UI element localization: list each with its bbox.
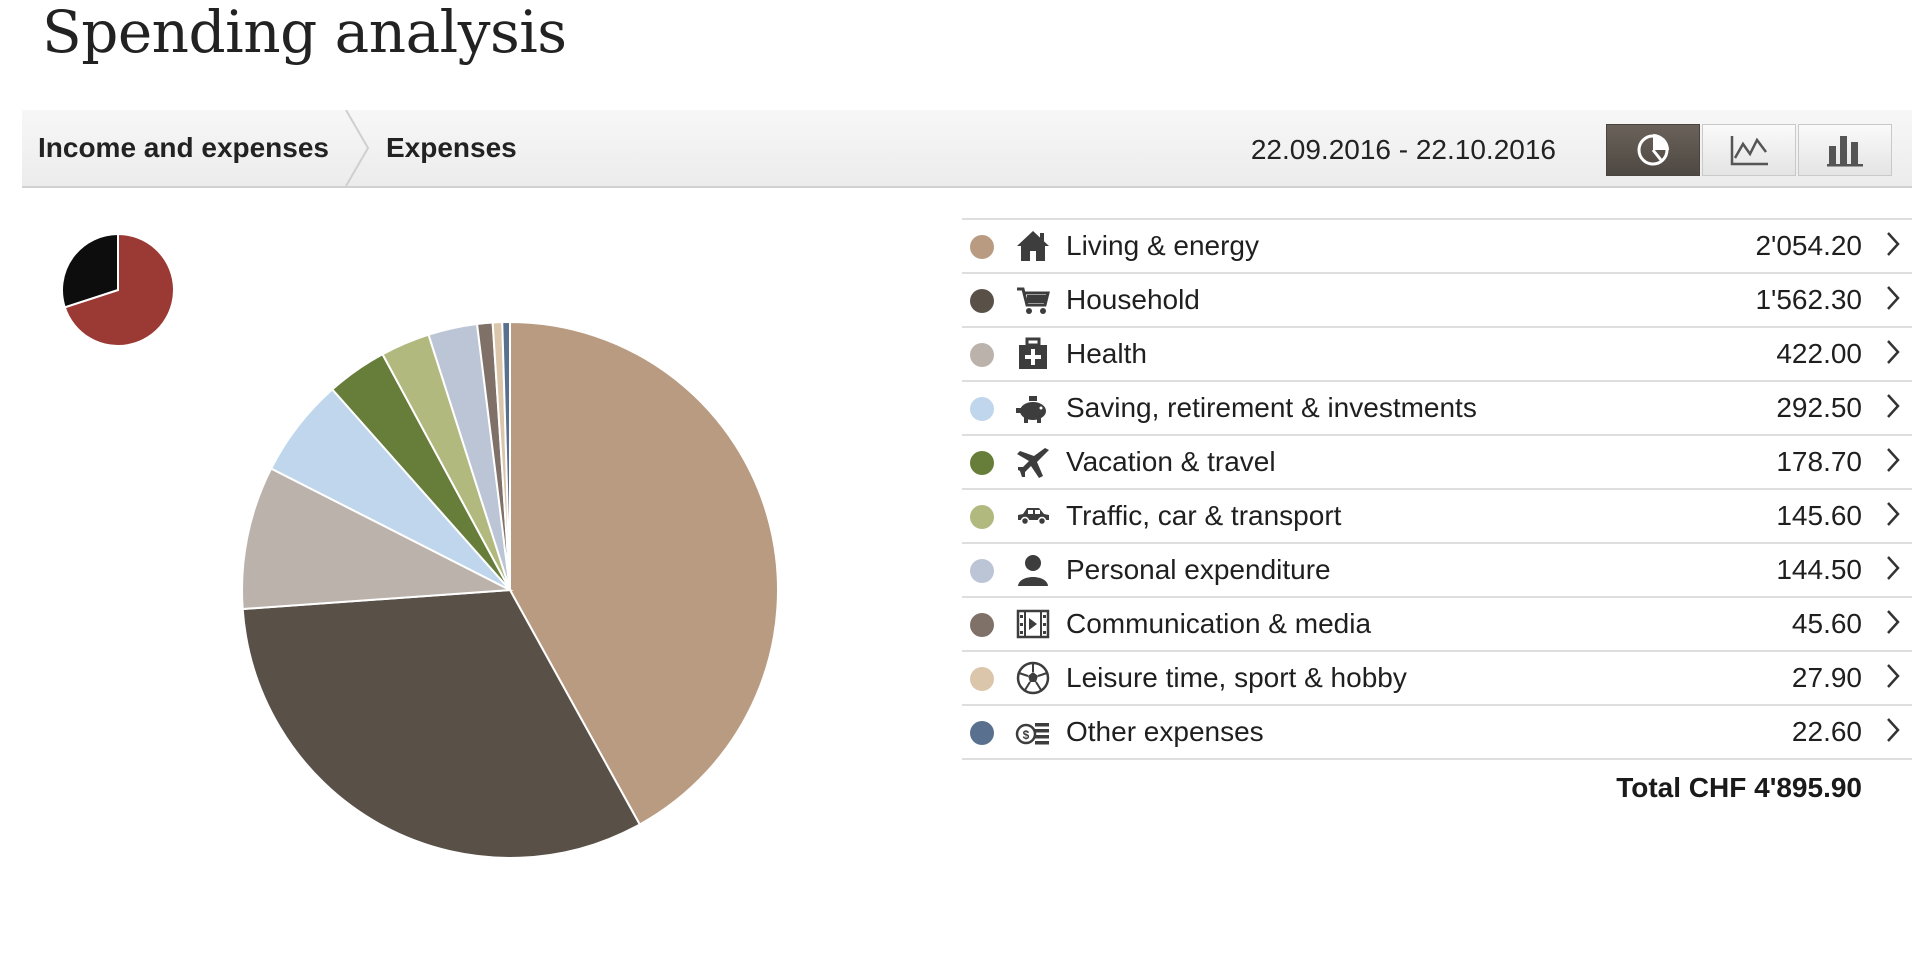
category-amount: 422.00: [1776, 338, 1862, 369]
pie-chart-view-button[interactable]: [1606, 124, 1700, 176]
line-chart-icon: [1730, 136, 1768, 166]
chevron-right-icon[interactable]: [1884, 392, 1902, 425]
category-list: Living & energy 2'054.20 Household 1'562.30…: [962, 218, 1912, 760]
chevron-right-icon[interactable]: [1884, 716, 1902, 749]
category-row-living-energy[interactable]: Living & energy 2'054.20: [962, 220, 1912, 274]
first-aid-kit-icon: [1014, 335, 1052, 373]
date-range[interactable]: 22.09.2016 - 22.10.2016: [1250, 134, 1556, 165]
category-row-health[interactable]: Health 422.00: [962, 328, 1912, 382]
category-row-saving-retirement-investments[interactable]: Saving, retirement & investments 292.50: [962, 382, 1912, 436]
chevron-right-icon[interactable]: [1884, 608, 1902, 641]
category-color-dot: [970, 613, 994, 637]
pie-slice-other-expenses[interactable]: [501, 320, 511, 591]
pie-slice-health[interactable]: [241, 467, 514, 611]
piggy-bank-icon: [1014, 389, 1052, 427]
category-label: Other expenses: [1066, 716, 1264, 747]
category-row-household[interactable]: Household 1'562.30: [962, 274, 1912, 328]
mini-pie-slice-slice-0: [63, 232, 175, 347]
category-color-dot: [970, 289, 994, 313]
category-row-traffic-car-transport[interactable]: Traffic, car & transport 145.60: [962, 490, 1912, 544]
mini-pie-chart: [61, 232, 175, 347]
category-color-dot: [970, 343, 994, 367]
breadcrumb-expenses[interactable]: Expenses: [386, 132, 517, 163]
bar-chart-view-button[interactable]: [1798, 124, 1892, 176]
category-row-vacation-travel[interactable]: Vacation & travel 178.70: [962, 436, 1912, 490]
page-title: Spending analysis: [42, 0, 567, 66]
coins-icon: $: [1014, 713, 1052, 751]
shopping-cart-icon: [1014, 281, 1052, 319]
category-color-dot: [970, 235, 994, 259]
category-color-dot: [970, 667, 994, 691]
expenses-pie-chart: [241, 320, 779, 859]
category-label: Communication & media: [1066, 608, 1372, 639]
category-amount: 1'562.30: [1755, 284, 1862, 315]
chevron-right-icon[interactable]: [1884, 230, 1902, 263]
mini-pie-slice-slice-1: [61, 232, 119, 309]
category-color-dot: [970, 559, 994, 583]
category-color-dot: [970, 451, 994, 475]
breadcrumb-separator-icon: [345, 110, 370, 186]
chevron-right-icon[interactable]: [1884, 554, 1902, 587]
category-label: Saving, retirement & investments: [1066, 392, 1477, 423]
category-label: Health: [1066, 338, 1147, 369]
pie-slice-living-energy[interactable]: [509, 320, 779, 826]
pie-slice-household[interactable]: [241, 588, 642, 859]
chevron-right-icon[interactable]: [1884, 500, 1902, 533]
category-color-dot: [970, 505, 994, 529]
line-chart-view-button[interactable]: [1702, 124, 1796, 176]
house-icon: [1014, 227, 1052, 265]
category-color-dot: [970, 397, 994, 421]
category-row-leisure-time-sport-hobby[interactable]: Leisure time, sport & hobby 27.90: [962, 652, 1912, 706]
category-amount: 292.50: [1776, 392, 1862, 423]
category-color-dot: [970, 721, 994, 745]
svg-text:$: $: [1023, 728, 1030, 742]
toolbar: Income and expenses Expenses 22.09.2016 …: [22, 110, 1912, 188]
category-label: Vacation & travel: [1066, 446, 1276, 477]
total-amount: Total CHF 4'895.90: [1616, 772, 1862, 803]
category-amount: 145.60: [1776, 500, 1862, 531]
car-icon: [1014, 497, 1052, 535]
category-label: Traffic, car & transport: [1066, 500, 1342, 531]
category-label: Living & energy: [1066, 230, 1260, 261]
film-strip-icon: [1014, 605, 1052, 643]
category-amount: 2'054.20: [1755, 230, 1862, 261]
category-amount: 27.90: [1791, 662, 1862, 693]
category-amount: 22.60: [1791, 716, 1862, 747]
category-label: Personal expenditure: [1066, 554, 1331, 585]
category-row-communication-media[interactable]: Communication & media 45.60: [962, 598, 1912, 652]
airplane-icon: [1014, 443, 1052, 481]
person-icon: [1014, 551, 1052, 589]
category-row-other-expenses[interactable]: $ Other expenses 22.60: [962, 706, 1912, 760]
chevron-right-icon[interactable]: [1884, 284, 1902, 317]
category-row-personal-expenditure[interactable]: Personal expenditure 144.50: [962, 544, 1912, 598]
category-label: Leisure time, sport & hobby: [1066, 662, 1407, 693]
soccer-ball-icon: [1014, 659, 1052, 697]
chevron-right-icon[interactable]: [1884, 446, 1902, 479]
chevron-right-icon[interactable]: [1884, 662, 1902, 695]
bar-chart-icon: [1827, 136, 1863, 167]
category-label: Household: [1066, 284, 1200, 315]
pie-chart-icon: [1637, 134, 1669, 166]
category-amount: 144.50: [1776, 554, 1862, 585]
chevron-right-icon[interactable]: [1884, 338, 1902, 371]
category-amount: 178.70: [1776, 446, 1862, 477]
breadcrumb-income-and-expenses[interactable]: Income and expenses: [38, 132, 330, 163]
category-amount: 45.60: [1791, 608, 1862, 639]
